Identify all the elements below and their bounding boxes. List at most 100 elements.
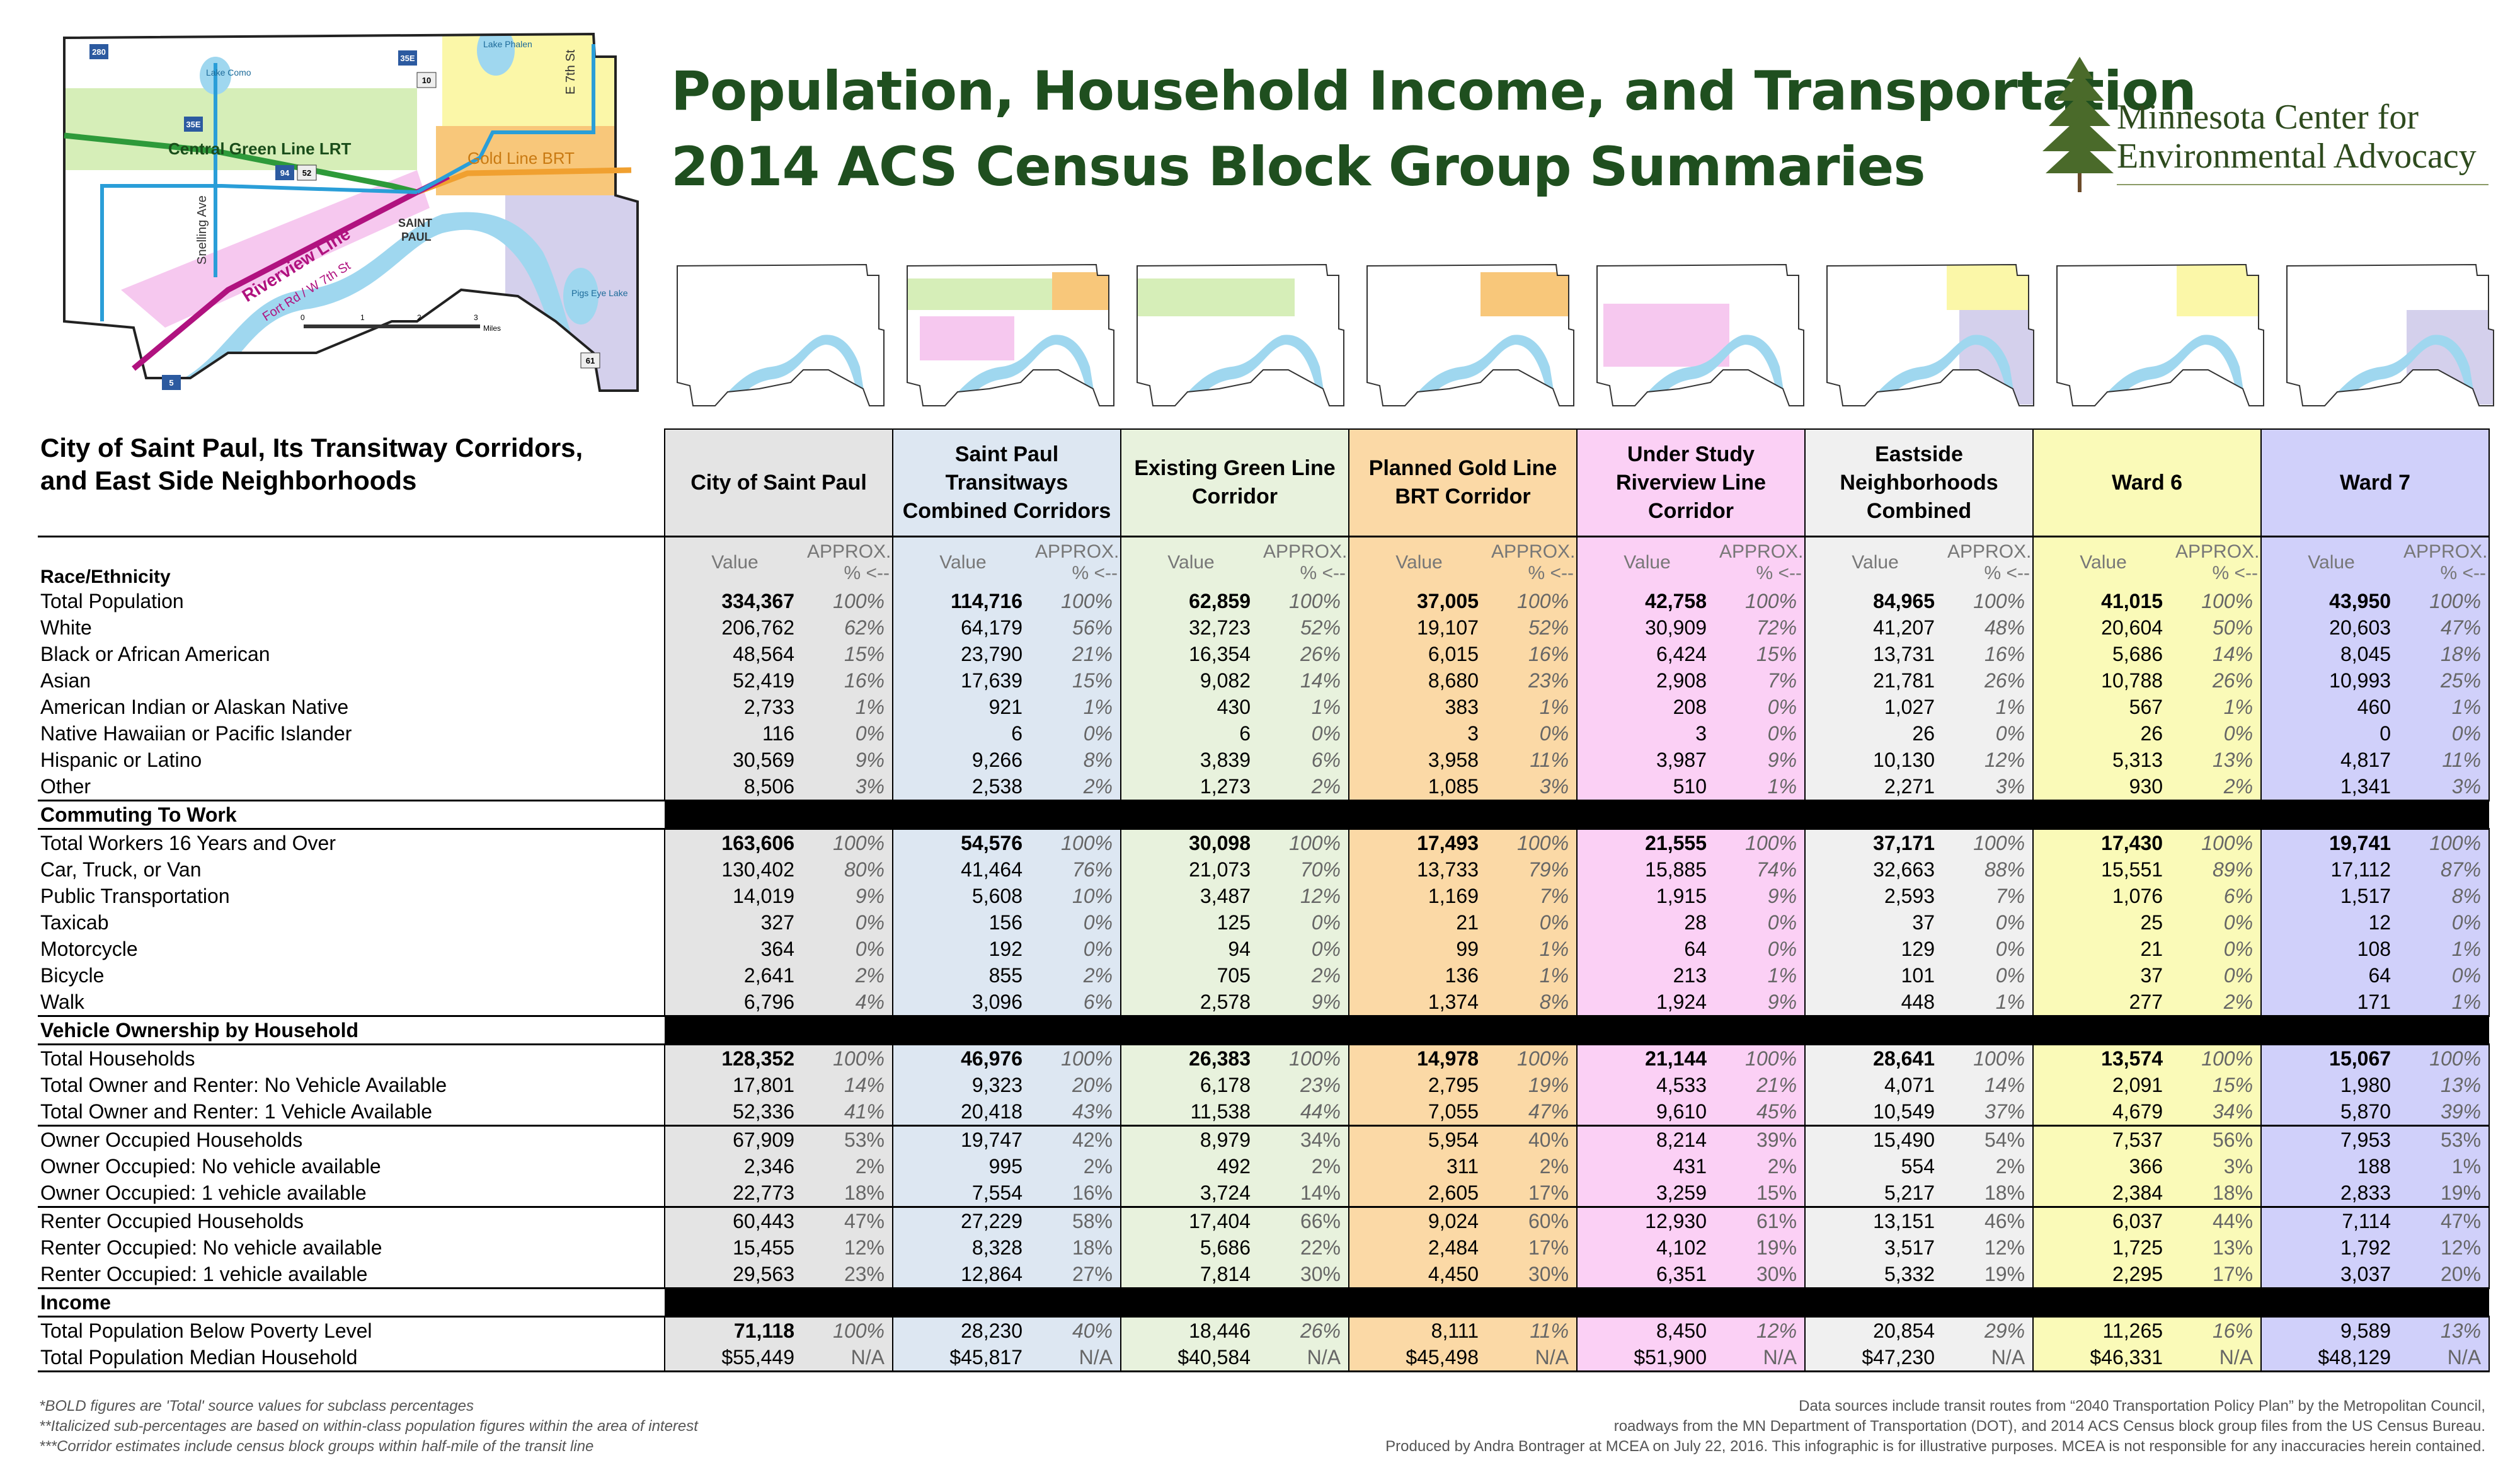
percent-cell: 21% [1033,641,1121,667]
percent-cell: 9% [1261,989,1349,1016]
value-cell: 9,082 [1120,667,1261,694]
percent-cell: 47% [1489,1098,1578,1126]
value-cell: 10,788 [2032,667,2174,694]
footnote-sources-2: roadways from the MN Department of Trans… [1613,1418,2485,1435]
interstate-shield-icon [184,117,203,132]
row-label: Native Hawaiian or Pacific Islander [40,722,352,745]
value-cell: 192 [892,936,1033,962]
percent-cell: 0% [805,936,893,962]
percent-cell: 100% [2173,588,2262,614]
table-row: Total Workers 16 Years and Over 163,606 10… [38,828,2490,856]
value-cell: 4,450 [1348,1261,1489,1289]
subheader-row: Race/Ethnicity Value APPROX.% <-- Value APPR… [38,536,2490,588]
value-cell: 19,747 [892,1125,1033,1153]
percent-header-line-2: % <-- [1072,563,1118,583]
percent-cell: 19% [1489,1072,1578,1098]
percent-cell: 14% [1945,1072,2034,1098]
percent-cell: 15% [1033,667,1121,694]
percent-cell: 0% [1261,720,1349,747]
table-row: Owner Occupied Households 67,909 53% 19,747… [38,1125,2490,1153]
percent-cell: 1% [1033,694,1121,720]
percent-cell: 40% [1489,1125,1578,1153]
value-cell: 94 [1120,936,1261,962]
value-cell: 9,323 [892,1072,1033,1098]
value-cell: 130,402 [664,856,805,883]
value-cell: 383 [1348,694,1489,720]
value-cell: 37 [2032,962,2174,989]
value-cell: $51,900 [1576,1344,1717,1372]
percent-cell: N/A [2401,1344,2490,1372]
value-cell: 64 [2260,962,2402,989]
e7th-label: E 7th St [564,49,578,95]
percent-cell: 1% [1717,773,1806,801]
percent-header: APPROX.% <-- [1945,536,2034,588]
green-line-label: Central Green Line LRT [168,139,351,158]
value-cell: 5,332 [1804,1261,1945,1289]
value-cell: 6,424 [1576,641,1717,667]
percent-cell: 0% [1717,936,1806,962]
section-header-row: Commuting To Work [38,800,2490,829]
value-cell: 3,958 [1348,747,1489,773]
value-cell: 171 [2260,989,2402,1016]
percent-cell: 61% [1717,1206,1806,1234]
section-header-row: Income [38,1287,2490,1317]
percent-cell: 53% [2401,1125,2490,1153]
percent-cell: 0% [1717,909,1806,936]
percent-cell: 26% [1261,641,1349,667]
table-row: Total Households 128,352 100% 46,976 100% 26,… [38,1043,2490,1072]
value-cell: 28,230 [892,1316,1033,1344]
percent-cell: 1% [1261,694,1349,720]
percent-cell: 100% [1945,1043,2034,1072]
percent-cell: 100% [1717,588,1806,614]
value-cell: 20,603 [2260,614,2402,641]
paul-label: PAUL [401,231,432,243]
value-cell: 3,517 [1804,1234,1945,1261]
percent-cell: 62% [805,614,893,641]
column-header: Ward 6 [2032,428,2262,537]
percent-cell: 89% [2173,856,2262,883]
value-cell: 28 [1576,909,1717,936]
percent-cell: 39% [1717,1125,1806,1153]
column-header: Ward 7 [2260,428,2490,537]
value-cell: 995 [892,1153,1033,1180]
corridor-thumbnail-map [1137,263,1344,406]
percent-cell: 0% [2401,720,2490,747]
value-cell: 14,978 [1348,1043,1489,1072]
value-header: Value [1576,536,1717,588]
percent-header: APPROX.% <-- [2173,536,2262,588]
value-cell: 4,533 [1576,1072,1717,1098]
value-cell: 6,015 [1348,641,1489,667]
percent-cell: 0% [1945,962,2034,989]
percent-cell: 19% [2401,1180,2490,1207]
percent-cell: 48% [1945,614,2034,641]
value-cell: 8,506 [664,773,805,801]
percent-cell: 19% [1717,1234,1806,1261]
interstate-shield-icon [275,165,294,180]
value-cell: 99 [1348,936,1489,962]
percent-cell: 74% [1717,856,1806,883]
percent-cell: 87% [2401,856,2490,883]
value-cell: 3 [1348,720,1489,747]
percent-cell: 16% [805,667,893,694]
value-cell: $47,230 [1804,1344,1945,1372]
percent-cell: 2% [1261,1153,1349,1180]
value-cell: 3,259 [1576,1180,1717,1207]
percent-cell: 1% [1945,694,2034,720]
table-row: Bicycle 2,641 2% 855 2% 705 2% 136 1% 213 1% 101 0% 3… [38,962,2490,989]
percent-header-line-2: % <-- [1756,563,1802,583]
value-cell: 21,073 [1120,856,1261,883]
table-row: White 206,762 62% 64,179 56% 32,723 52% 19,107 5… [38,614,2490,641]
percent-cell: 50% [2173,614,2262,641]
value-cell: 206,762 [664,614,805,641]
section-divider [665,800,2490,829]
percent-cell: 60% [1489,1206,1578,1234]
value-cell: 20,418 [892,1098,1033,1126]
value-cell: 26,383 [1120,1043,1261,1072]
shield-94: 94 [280,168,290,178]
percent-cell: 2% [805,1153,893,1180]
value-cell: 4,071 [1804,1072,1945,1098]
value-header: Value [892,536,1033,588]
value-cell: 14,019 [664,883,805,909]
footnote-producer: Produced by Andra Bontrager at MCEA on J… [1385,1438,2485,1455]
percent-cell: 0% [1717,694,1806,720]
